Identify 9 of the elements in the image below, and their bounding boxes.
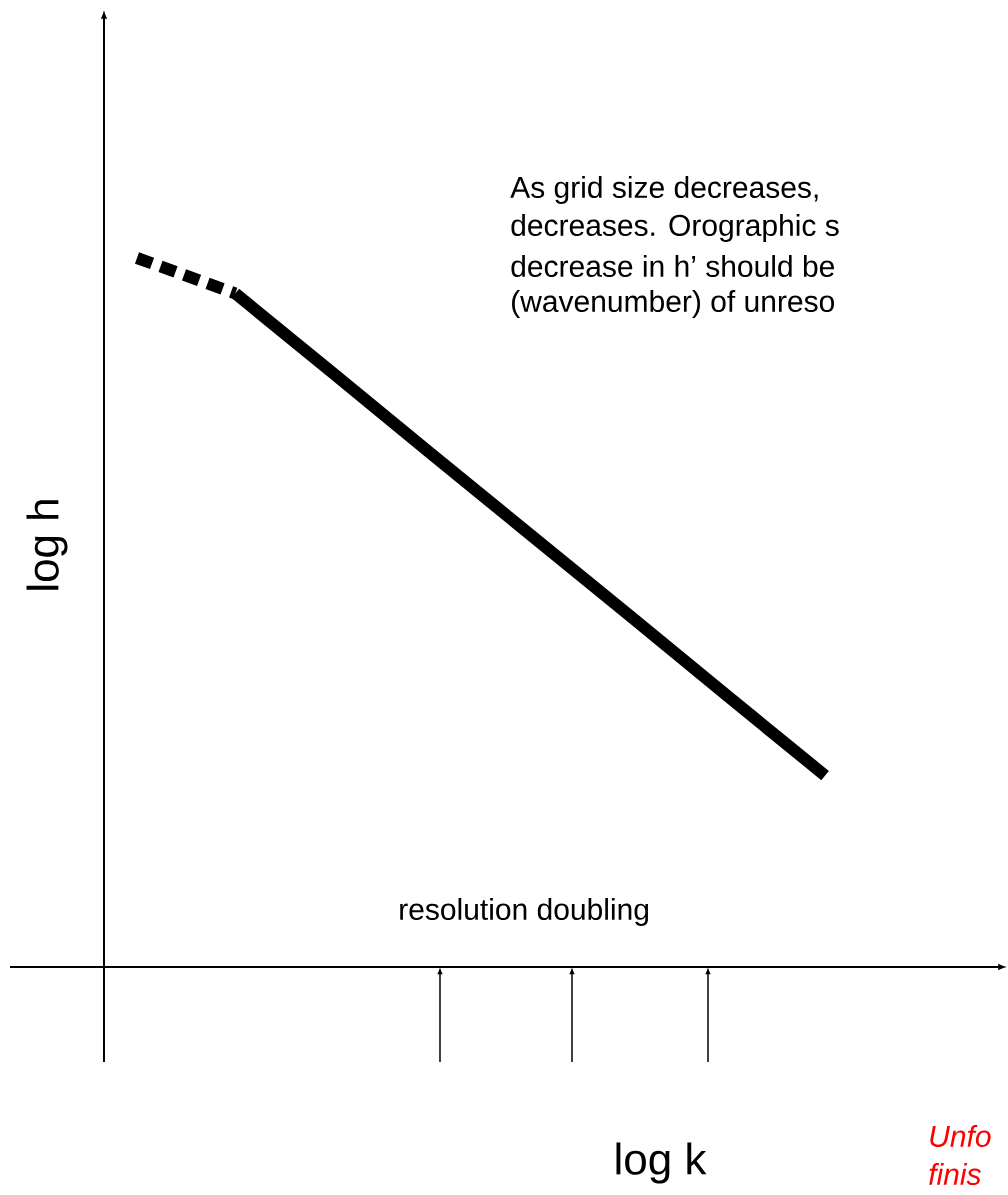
annotation: resolution doubling <box>400 898 649 926</box>
text: decreases. Orographic s <box>511 214 839 242</box>
text: Unfo <box>930 1124 991 1148</box>
annotation: decrease in h’ should be <box>511 254 835 278</box>
annotation: (wavenumber) of unreso <box>512 290 835 318</box>
text: As grid size decreases, <box>510 176 818 204</box>
x-axis-title: log k <box>616 1142 707 1184</box>
text: finis <box>929 1162 981 1186</box>
y-axis-title: log h <box>26 500 68 590</box>
